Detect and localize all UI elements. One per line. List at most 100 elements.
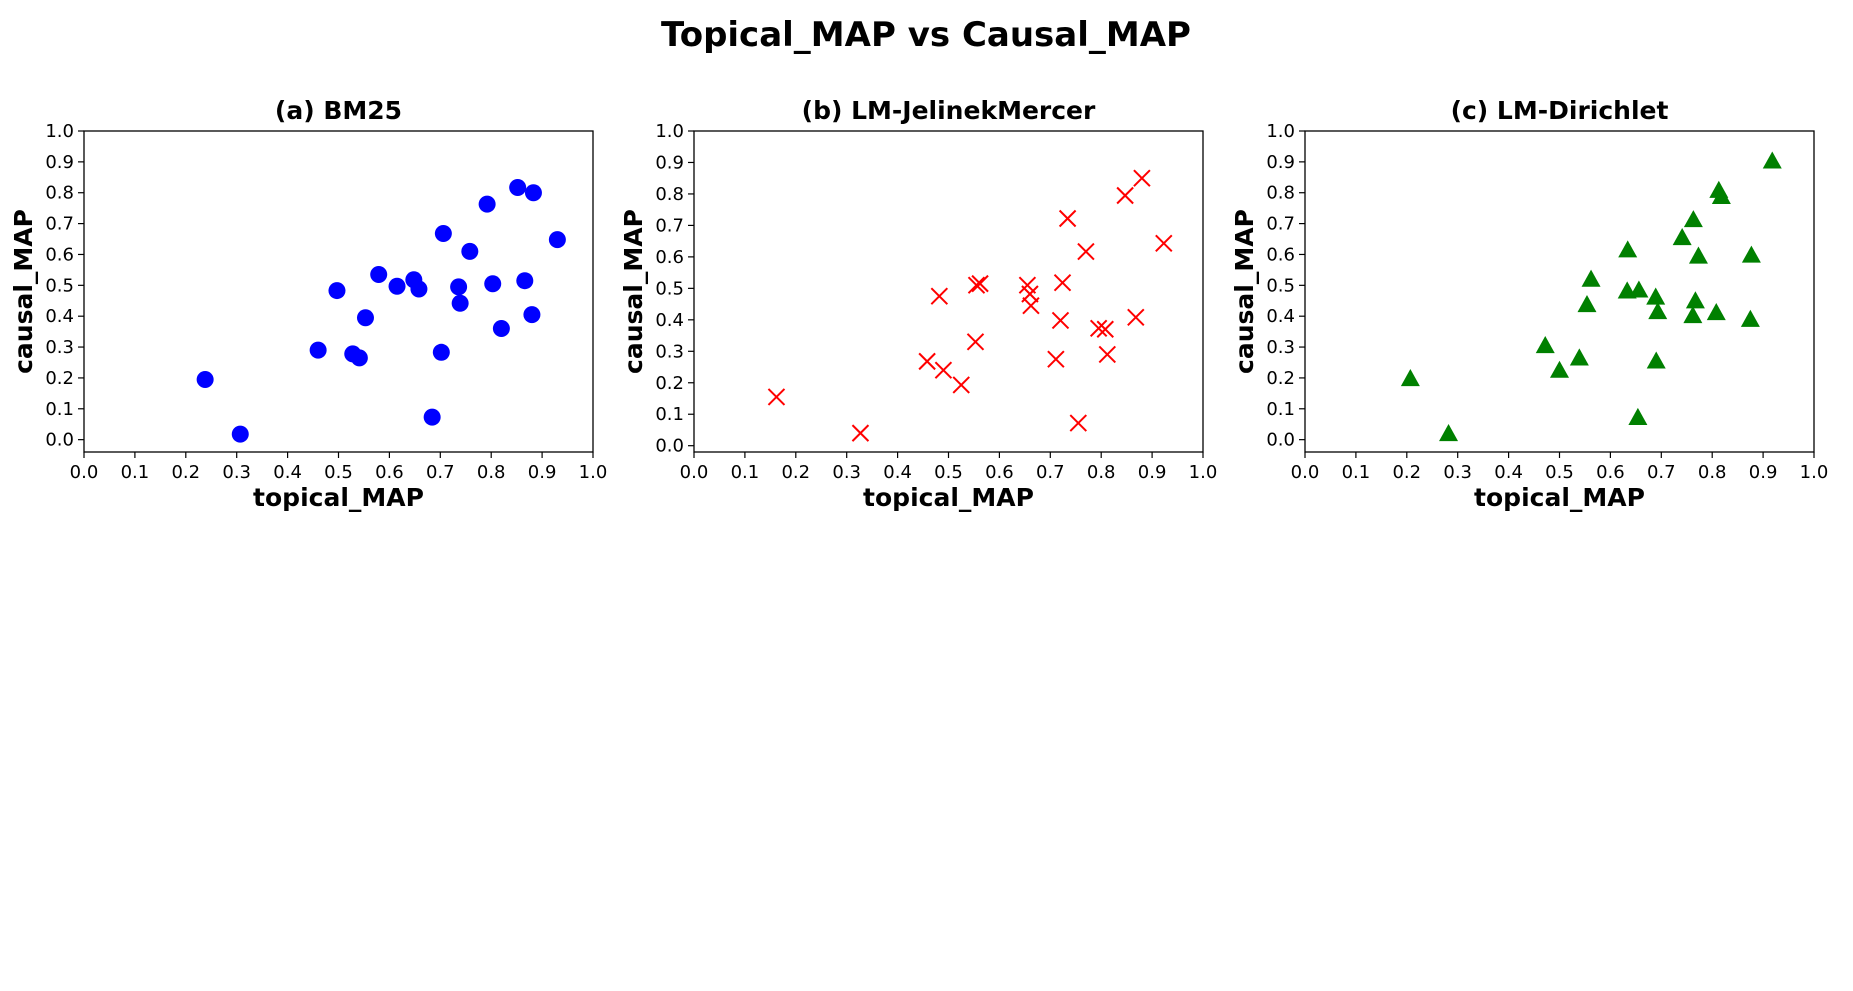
x-tick-label: 0.1 bbox=[121, 462, 150, 483]
x-axis-label: topical_MAP bbox=[253, 483, 424, 512]
x-axis-label: topical_MAP bbox=[1474, 483, 1645, 512]
y-axis-label: causal_MAP bbox=[619, 209, 648, 374]
scatter-point bbox=[1672, 227, 1692, 246]
x-tick-label: 0.8 bbox=[477, 462, 506, 483]
y-tick-label: 0.8 bbox=[655, 184, 684, 205]
x-tick-label: 0.1 bbox=[1342, 462, 1371, 483]
scatter-point bbox=[1022, 296, 1040, 315]
x-tick-label: 0.1 bbox=[731, 462, 760, 483]
x-tick-label: 0.2 bbox=[1392, 462, 1421, 483]
y-tick-label: 0.2 bbox=[1266, 368, 1295, 389]
x-tick-label: 0.8 bbox=[1087, 462, 1116, 483]
y-tick-label: 1.0 bbox=[1266, 121, 1295, 142]
scatter-point bbox=[1646, 351, 1666, 369]
chart-panel: (c) LM-Dirichlet 0.0 0.1 0.2 0.3 0.4 0.5 0.6 0.7… bbox=[1230, 96, 1828, 512]
y-tick-label: 0.5 bbox=[1266, 275, 1295, 296]
scatter-point bbox=[328, 282, 346, 300]
scatter-point bbox=[1685, 291, 1705, 309]
y-tick-label: 0.4 bbox=[45, 306, 74, 327]
x-tick-label: 0.6 bbox=[375, 462, 404, 483]
y-tick-label: 0.3 bbox=[1266, 337, 1295, 358]
scatter-point bbox=[1683, 306, 1703, 324]
scatter-point bbox=[1629, 280, 1649, 298]
x-tick-label: 1.0 bbox=[579, 462, 608, 483]
y-tick-label: 0.0 bbox=[1266, 430, 1295, 451]
y-tick-label: 0.2 bbox=[655, 373, 684, 394]
scatter-point bbox=[934, 361, 953, 379]
y-tick-label: 1.0 bbox=[655, 121, 684, 142]
scatter-point bbox=[1077, 242, 1095, 261]
y-tick-label: 0.7 bbox=[1266, 214, 1295, 235]
y-tick-label: 0.6 bbox=[45, 244, 74, 265]
panel-title: (b) LM-JelinekMercer bbox=[802, 96, 1096, 125]
scatter-point bbox=[1053, 273, 1072, 292]
x-tick-label: 0.9 bbox=[528, 462, 557, 483]
y-tick-label: 1.0 bbox=[45, 121, 74, 142]
scatter-point bbox=[952, 376, 970, 394]
scatter-point bbox=[1400, 369, 1420, 387]
scatter-point bbox=[1628, 407, 1648, 426]
scatter-point bbox=[1155, 234, 1173, 253]
x-tick-label: 0.9 bbox=[1749, 462, 1778, 483]
scatter-point bbox=[1762, 151, 1782, 169]
x-tick-label: 0.6 bbox=[985, 462, 1014, 483]
scatter-point bbox=[971, 274, 989, 293]
x-tick-label: 0.4 bbox=[883, 462, 912, 483]
y-axis-label: causal_MAP bbox=[9, 209, 38, 374]
x-tick-label: 0.2 bbox=[171, 462, 200, 483]
scatter-point bbox=[492, 320, 510, 338]
x-tick-label: 0.8 bbox=[1698, 462, 1727, 483]
scatter-point bbox=[432, 343, 450, 361]
chart-panel: (a) BM25 0.0 0.1 0.2 0.3 0.4 0.5 0.6 0.7 0.8 0.9 1.… bbox=[9, 96, 607, 512]
scatter-point bbox=[1047, 350, 1065, 368]
scatter-point bbox=[1646, 287, 1666, 305]
y-tick-label: 0.8 bbox=[45, 183, 74, 204]
scatter-point bbox=[231, 425, 249, 443]
scatter-point bbox=[1740, 309, 1760, 327]
x-tick-label: 0.7 bbox=[1647, 462, 1676, 483]
scatter-point bbox=[1569, 348, 1589, 366]
y-tick-label: 0.0 bbox=[45, 430, 74, 451]
scatter-point bbox=[1127, 308, 1145, 327]
x-tick-label: 0.3 bbox=[832, 462, 861, 483]
y-tick-label: 0.2 bbox=[45, 368, 74, 389]
scatter-point bbox=[1741, 245, 1761, 263]
x-tick-label: 0.5 bbox=[934, 462, 963, 483]
axes-frame bbox=[1304, 130, 1815, 453]
scatter-point bbox=[851, 424, 870, 442]
scatter-point bbox=[410, 280, 428, 298]
scatter-point bbox=[451, 294, 469, 312]
scatter-point bbox=[524, 184, 542, 202]
scatter-point bbox=[523, 306, 541, 324]
y-tick-label: 0.6 bbox=[655, 247, 684, 268]
scatter-point bbox=[1089, 319, 1108, 338]
scatter-point bbox=[767, 388, 786, 406]
x-tick-label: 0.7 bbox=[426, 462, 455, 483]
y-tick-label: 0.6 bbox=[1266, 244, 1295, 265]
x-tick-label: 0.9 bbox=[1138, 462, 1167, 483]
y-tick-label: 0.4 bbox=[1266, 306, 1295, 327]
scatter-point bbox=[1133, 169, 1151, 187]
panel-title: (c) LM-Dirichlet bbox=[1451, 96, 1669, 125]
x-tick-label: 0.3 bbox=[1443, 462, 1472, 483]
x-tick-label: 1.0 bbox=[1800, 462, 1829, 483]
scatter-point bbox=[450, 278, 468, 296]
x-tick-label: 0.5 bbox=[1545, 462, 1574, 483]
scatter-point bbox=[1096, 320, 1114, 338]
panel-title: (a) BM25 bbox=[275, 96, 402, 125]
x-tick-label: 0.3 bbox=[222, 462, 251, 483]
scatter-point bbox=[1711, 186, 1731, 205]
scatter-point bbox=[434, 224, 452, 242]
x-tick-label: 0.4 bbox=[1494, 462, 1523, 483]
y-tick-label: 0.1 bbox=[45, 399, 74, 420]
scatter-point bbox=[388, 277, 406, 295]
scatter-point bbox=[1706, 302, 1726, 321]
y-tick-label: 0.9 bbox=[655, 152, 684, 173]
y-tick-label: 0.0 bbox=[655, 436, 684, 457]
y-tick-label: 0.4 bbox=[655, 310, 684, 331]
y-tick-label: 0.9 bbox=[1266, 152, 1295, 173]
x-tick-label: 0.7 bbox=[1036, 462, 1065, 483]
x-tick-label: 0.5 bbox=[324, 462, 353, 483]
y-tick-label: 0.5 bbox=[45, 275, 74, 296]
